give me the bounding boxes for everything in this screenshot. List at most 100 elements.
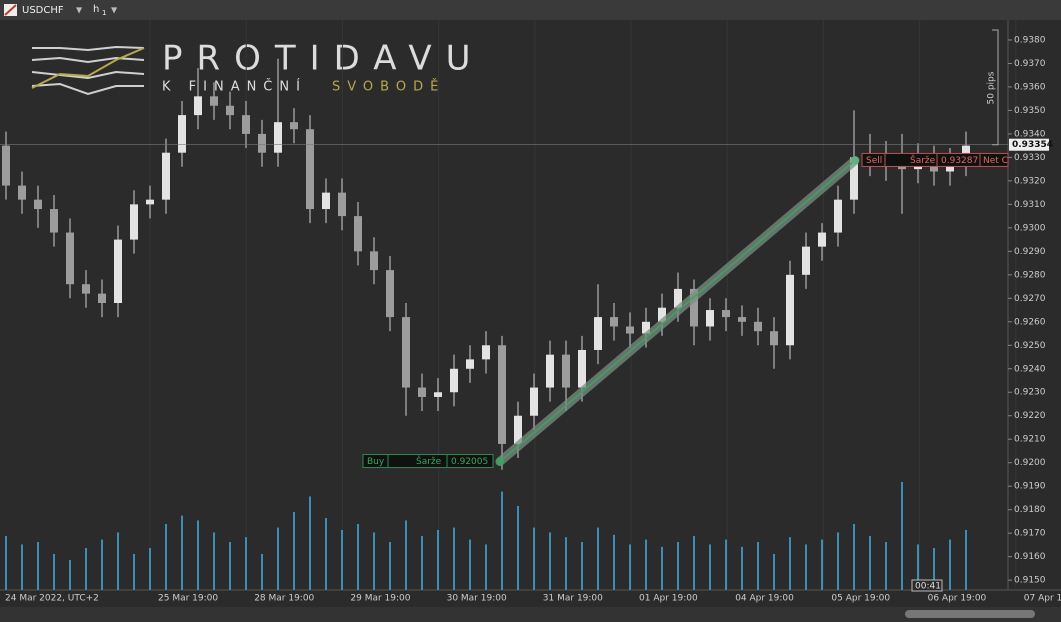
dropdown-arrow[interactable]: ▼ [111,6,118,15]
candle-body [114,239,122,304]
timeframe[interactable]: h [93,4,99,15]
volume-bar [389,542,391,590]
y-tick-label: 0.9250 [1014,341,1046,351]
pips-bracket [992,29,999,146]
buy-lot: Šarže [416,455,442,467]
y-tick-label: 0.9280 [1014,270,1046,280]
volume-bar [485,544,487,590]
volume-bar [101,539,103,590]
x-tick-label: 25 Mar 19:00 [158,594,218,604]
trade-entry [496,457,504,466]
candle-body [482,345,490,360]
y-tick-label: 0.9330 [1014,153,1046,163]
candle-body [770,331,778,346]
volume-bar [405,520,407,590]
volume-bar [661,546,663,590]
sell-box [861,152,1009,167]
volume-bar [501,491,503,590]
volume-bar [869,536,871,590]
volume-bar [245,537,247,590]
candle-body [178,115,186,153]
sell-lot: Šarže [910,154,936,166]
volume-bar [949,539,951,590]
volume-bar [789,537,791,590]
volume-bar [277,527,279,590]
volume-bar [325,518,327,590]
candle-body [210,96,218,106]
candle-body [354,216,362,252]
volume-bar [725,539,727,590]
volume-bar [437,530,439,590]
volume-bar [69,560,71,590]
logo-line [31,56,145,64]
y-tick-label: 0.9340 [1014,129,1046,139]
y-tick-label: 0.9300 [1014,223,1046,233]
candle-body [338,192,346,217]
symbol[interactable]: USDCHF [22,5,64,16]
scrollbar[interactable] [0,607,1061,622]
volume-bar [901,482,903,590]
volume-bar [5,536,7,590]
y-tick-label: 0.9220 [1014,411,1046,421]
volume-bar [85,548,87,590]
x-tick-label: 24 Mar 2022, UTC+2 [5,594,99,604]
y-tick-label: 0.9210 [1014,435,1046,445]
volume-bar [965,530,967,590]
candle-body [626,326,634,334]
volume-bar [229,542,231,590]
timeframe-sub[interactable]: 1 [102,9,106,17]
candle-body [498,345,506,444]
buy-box [362,454,494,469]
dropdown-arrow[interactable]: ▼ [76,6,83,15]
volume-bar [629,544,631,590]
candle-body [2,145,10,186]
candle-body [562,354,570,388]
volume-bar [37,542,39,590]
volume-bar [853,524,855,590]
candle-body [786,274,794,346]
x-tick-label: 01 Apr 19:00 [639,594,698,604]
x-tick-label: 28 Mar 19:00 [254,594,314,604]
y-tick-label: 0.9200 [1014,458,1046,468]
volume-bar [21,544,23,590]
current-price-box [1009,138,1049,151]
volume-bar [885,542,887,590]
candle-body [162,152,170,200]
sell-label: Sell [866,156,882,166]
volume-bar [53,554,55,590]
x-tick-label: 31 Mar 19:00 [543,594,603,604]
logo-line [32,45,145,52]
candle-body [194,96,202,116]
candle-body [66,232,74,285]
countdown-box [911,579,943,592]
volume-bar [597,527,599,590]
candle-body [306,129,314,210]
volume-bar [677,542,679,590]
y-tick-label: 0.9350 [1014,106,1046,116]
volume-bar [837,532,839,590]
logo-line [31,70,145,80]
candle-body [18,185,26,200]
volume-bar [309,496,311,590]
buy-price: 0.92005 [451,457,488,467]
x-tick-label: 04 Apr 19:00 [735,594,794,604]
y-tick-label: 0.9240 [1014,364,1046,374]
candle-body [386,270,394,318]
volume-bar [341,530,343,590]
toolbar [0,0,1061,20]
logo-line [31,47,145,89]
candle-body [274,122,282,153]
candle-body [98,293,106,304]
x-tick-label: 07 Apr 19:00 [1024,594,1061,604]
volume-bar [805,544,807,590]
candle-body [34,199,42,210]
volume-bar [181,515,183,590]
scroll-thumb[interactable] [905,610,1035,618]
candle-body [242,115,250,134]
candle-body [146,199,154,205]
volume-bar [549,532,551,590]
volume-bar [581,542,583,590]
candle-body [834,199,842,233]
candle-body [466,359,474,369]
